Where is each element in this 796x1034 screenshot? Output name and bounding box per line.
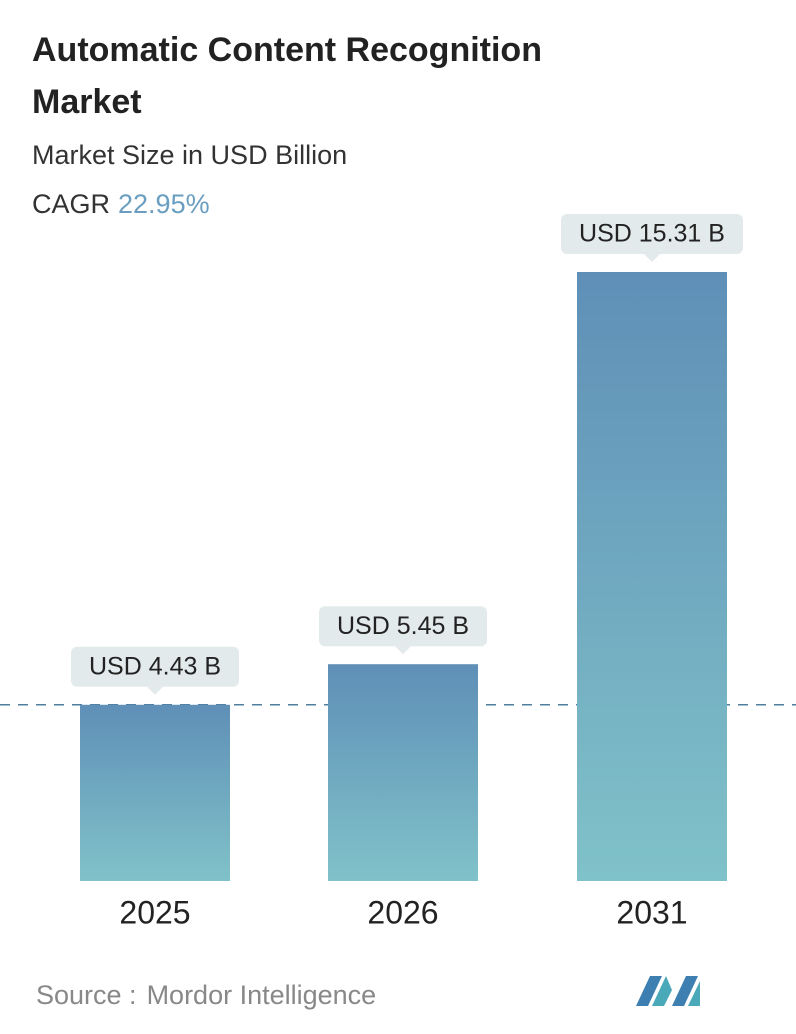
value-label-pointer xyxy=(395,646,411,655)
chart-title: Automatic Content Recognition Market xyxy=(32,31,542,121)
bar xyxy=(328,664,478,881)
source-label: Source : xyxy=(36,980,137,1010)
value-label: USD 5.45 B xyxy=(337,612,469,640)
bar xyxy=(80,704,230,881)
bar xyxy=(577,272,727,881)
value-label-pointer xyxy=(644,254,660,262)
x-tick-label: 2025 xyxy=(119,894,190,930)
x-tick-label: 2031 xyxy=(616,894,687,930)
value-label: USD 4.43 B xyxy=(89,652,221,680)
cagr-value: 22.95% xyxy=(118,189,210,219)
value-label: USD 15.31 B xyxy=(579,220,725,248)
value-label-box xyxy=(318,606,488,647)
x-tick-label: 2026 xyxy=(367,894,438,930)
cagr: CAGR 22.95% xyxy=(32,189,210,220)
source-name: Mordor Intelligence xyxy=(146,980,377,1010)
value-label-pointer xyxy=(147,686,163,695)
value-label-box xyxy=(70,646,240,687)
logo xyxy=(636,976,700,1006)
chart-subtitle: Market Size in USD Billion xyxy=(32,140,348,170)
cagr-label: CAGR xyxy=(32,189,111,219)
value-label-box xyxy=(561,214,743,254)
source: Source : Mordor Intelligence xyxy=(36,980,376,1011)
